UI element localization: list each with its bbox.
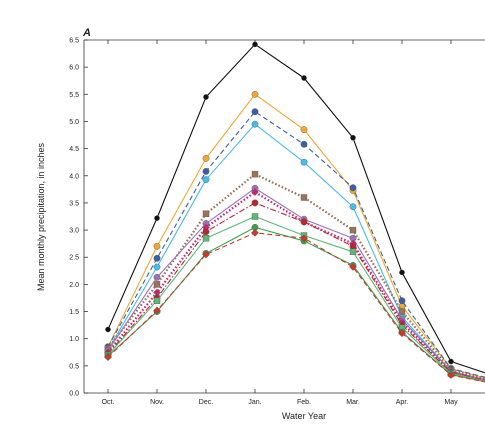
- y-tick-label: 3.0: [69, 228, 79, 235]
- data-point: [349, 263, 357, 271]
- y-tick-label: 0.5: [69, 363, 79, 370]
- chart-axes: 0.0 0.5 1.0 1.5 2.0 2.5 3.0 3.5 4.0 4.5 5.0 5.5 6.0 6…: [69, 38, 485, 406]
- data-point: [349, 248, 357, 256]
- series-6: [104, 184, 485, 381]
- data-point: [300, 234, 308, 243]
- data-point: [153, 263, 161, 271]
- x-tick-label: May: [444, 399, 458, 406]
- data-point: [104, 353, 112, 362]
- data-point: [154, 215, 160, 221]
- data-point: [153, 306, 161, 315]
- data-point: [300, 194, 308, 201]
- data-point: [300, 140, 308, 148]
- y-tick-label: 3.5: [69, 200, 79, 207]
- data-point: [153, 297, 161, 304]
- data-point: [251, 90, 259, 98]
- data-point: [202, 168, 210, 175]
- y-tick-label: 1.5: [69, 309, 79, 316]
- series-line: [107, 202, 485, 381]
- x-tick-label: Feb.: [297, 399, 311, 406]
- data-point: [398, 297, 406, 305]
- data-point: [448, 358, 454, 365]
- x-tick-label: Mar.: [346, 399, 360, 406]
- x-tick-label: Jan.: [248, 399, 261, 406]
- series-3: [104, 108, 485, 378]
- data-point: [251, 188, 259, 196]
- y-tick-label: 6.0: [69, 65, 79, 72]
- data-point: [251, 228, 259, 237]
- series-line: [107, 215, 485, 382]
- data-point: [202, 154, 210, 162]
- y-tick-label: 5.5: [69, 92, 79, 99]
- series-line: [107, 173, 485, 380]
- data-point: [202, 250, 210, 259]
- data-point: [300, 126, 308, 134]
- data-point: [447, 371, 455, 379]
- data-point: [105, 326, 111, 333]
- x-axis-label: Water Year: [282, 411, 326, 421]
- series-9: [104, 213, 485, 382]
- data-point: [251, 120, 259, 128]
- data-point: [349, 226, 357, 234]
- x-tick-label: Oct.: [102, 399, 115, 406]
- data-point: [153, 242, 161, 250]
- data-point: [349, 203, 357, 211]
- series-line: [107, 226, 485, 383]
- data-point: [202, 228, 210, 236]
- data-point: [202, 235, 210, 242]
- series-line: [107, 43, 485, 374]
- y-tick-label: 4.0: [69, 173, 79, 180]
- data-point: [251, 199, 259, 207]
- y-tick-label: 6.5: [69, 38, 79, 45]
- data-point: [350, 134, 356, 141]
- y-tick-label: 0.0: [69, 391, 79, 398]
- x-tick-label: Dec.: [199, 399, 213, 406]
- series-line: [107, 190, 485, 382]
- y-tick-label: 2.5: [69, 255, 79, 262]
- data-point: [251, 170, 259, 178]
- data-point: [300, 218, 308, 226]
- series-line: [107, 232, 485, 383]
- data-point: [399, 269, 405, 276]
- y-tick-label: 1.0: [69, 336, 79, 343]
- data-point: [252, 41, 258, 48]
- x-tick-label: Nov.: [150, 399, 164, 406]
- y-tick-label: 4.5: [69, 146, 79, 153]
- panel-label: A: [82, 27, 91, 39]
- data-point: [251, 108, 259, 116]
- series-11: [104, 228, 485, 383]
- data-point: [398, 308, 406, 315]
- series-2: [104, 90, 485, 379]
- data-point: [153, 281, 161, 288]
- data-point: [301, 75, 307, 81]
- data-point: [202, 176, 210, 183]
- data-point: [251, 213, 259, 220]
- series-8: [104, 199, 485, 381]
- series-1: [105, 41, 485, 374]
- data-point: [398, 329, 406, 338]
- y-axis-label: Mean monthly precipitation, in inches: [36, 142, 46, 291]
- data-point: [300, 158, 308, 166]
- data-point: [153, 254, 161, 262]
- data-point: [349, 184, 357, 192]
- y-tick-label: 5.0: [69, 119, 79, 126]
- data-point: [202, 210, 210, 217]
- data-point: [153, 273, 161, 281]
- series-layer: [104, 41, 485, 383]
- x-tick-label: Apr.: [396, 399, 409, 406]
- data-point: [203, 94, 209, 100]
- series-line: [107, 93, 485, 379]
- y-tick-label: 2.0: [69, 282, 79, 289]
